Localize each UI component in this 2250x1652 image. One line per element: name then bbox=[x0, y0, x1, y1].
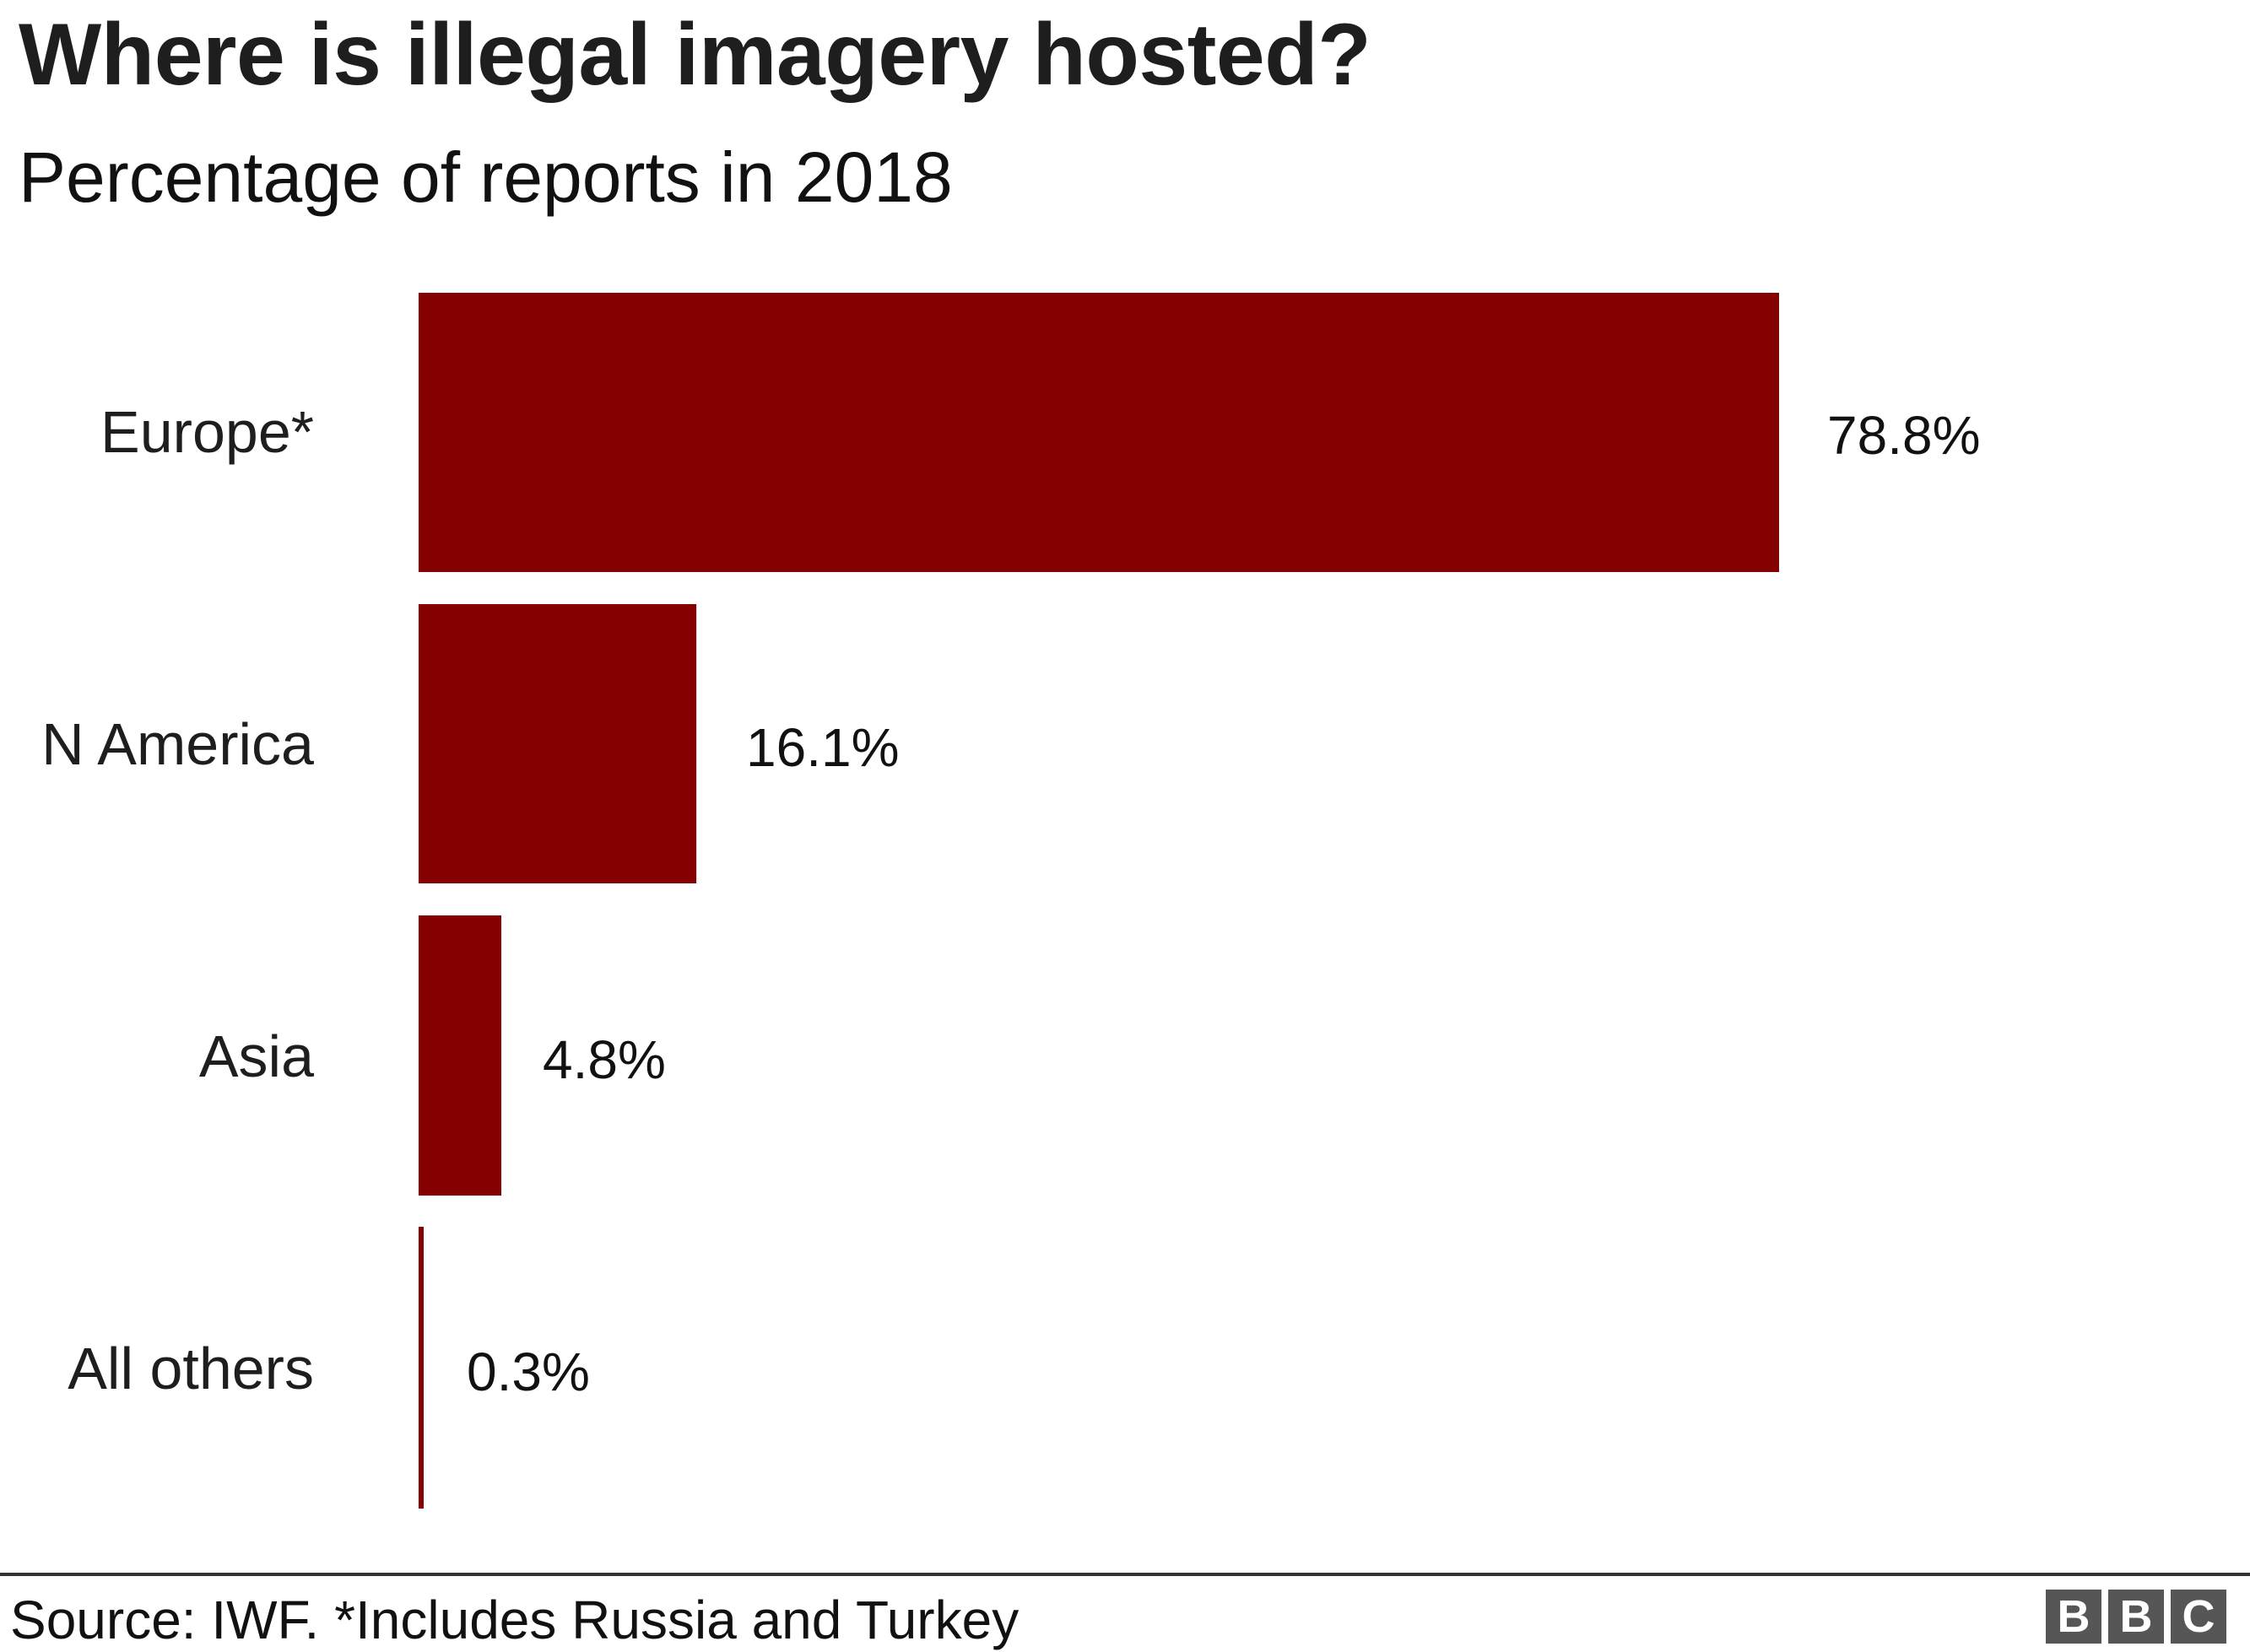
category-label: N America bbox=[41, 711, 314, 777]
bar-asia bbox=[419, 915, 501, 1196]
value-label: 78.8% bbox=[1827, 405, 1981, 466]
source-note: Source: IWF. *Includes Russia and Turkey bbox=[10, 1590, 1020, 1650]
value-label: 4.8% bbox=[543, 1029, 666, 1090]
bar-europe bbox=[419, 293, 1779, 572]
bar-n-america bbox=[419, 604, 696, 883]
chart-title: Where is illegal imagery hosted? bbox=[19, 6, 1371, 104]
category-label: Europe* bbox=[100, 399, 314, 465]
footer-divider bbox=[0, 1573, 2250, 1576]
chart-subtitle: Percentage of reports in 2018 bbox=[19, 138, 953, 217]
category-label: All others bbox=[68, 1336, 314, 1401]
bar-all-others bbox=[419, 1227, 424, 1509]
category-label: Asia bbox=[198, 1023, 314, 1089]
value-label: 16.1% bbox=[746, 717, 900, 778]
bbc-logo-letter: B bbox=[2046, 1590, 2101, 1644]
bbc-logo: B B C bbox=[2046, 1590, 2226, 1644]
bbc-logo-letter: C bbox=[2171, 1590, 2226, 1644]
value-label: 0.3% bbox=[467, 1342, 590, 1402]
bbc-logo-letter: B bbox=[2108, 1590, 2164, 1644]
